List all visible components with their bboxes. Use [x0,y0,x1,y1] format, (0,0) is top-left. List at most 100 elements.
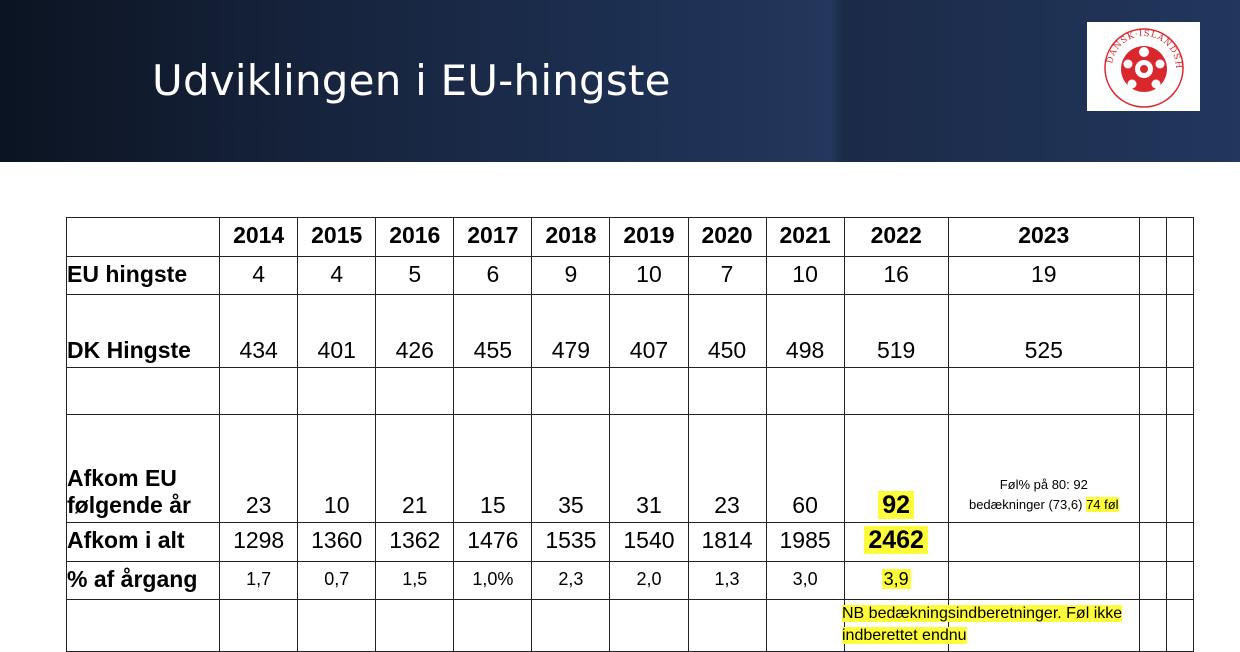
table-cell: 9 [531,256,611,295]
empty-cell [219,367,299,415]
table-cell: 519 [843,294,949,368]
year-header: 2023 [947,217,1140,257]
year-header: 2017 [453,217,533,257]
note-2023-line1: Føl% på 80: 92 [999,477,1088,492]
table-cell: 1362 [375,522,455,562]
empty-cell [65,367,221,415]
table-cell: 16 [843,256,949,295]
row-label: DK Hingste [65,294,221,368]
table-cell: 1360 [297,522,377,562]
empty-cell [1138,414,1167,523]
highlighted-value: 92 [878,491,915,519]
slide-header: Udviklingen i EU-hingste DANSK·ISLANDSHE… [0,0,1240,162]
empty-cell [609,599,689,652]
row-label: % af årgang [65,561,221,600]
table-cell: 1540 [609,522,689,562]
row-label: Afkom EU følgende år [65,414,221,523]
row-label-line: Afkom EU [67,465,177,491]
table-cell: 498 [765,294,845,368]
empty-cell [375,367,455,415]
empty-cell [297,367,377,415]
empty-cell [609,367,689,415]
empty-cell [687,367,767,415]
organization-logo: DANSK·ISLANDSHESTEFORENING [1087,22,1200,111]
table-row-dk-hingste: DK Hingste 434 401 426 455 479 407 450 4… [65,294,1195,368]
row-label-line: følgende år [67,492,191,518]
empty-cell [1165,217,1195,257]
table-cell: 1,5 [375,561,455,600]
year-header: 2021 [765,217,845,257]
empty-cell [1138,217,1167,257]
table-cell: 1,3 [687,561,767,600]
slide-title: Udviklingen i EU-hingste [152,56,671,105]
table-cell: 23 [219,414,299,523]
empty-cell [453,599,533,652]
empty-cell [1165,256,1195,295]
empty-cell [1165,522,1195,562]
row-label: Afkom i alt [65,522,221,562]
table-cell: 4 [297,256,377,295]
empty-cell [65,599,221,652]
table-cell: 525 [947,294,1140,368]
table-row-afkom-alt: Afkom i alt 1298 1360 1362 1476 1535 154… [65,522,1195,562]
table-cell: 10 [609,256,689,295]
note-2023-line2: bedækninger (73,6) [968,497,1083,512]
table-cell: 4 [219,256,299,295]
table-cell: 10 [297,414,377,523]
year-header: 2019 [609,217,689,257]
table-cell: 2,3 [531,561,611,600]
nb-note-text: NB bedækningsindberetninger. Føl ikke in… [842,605,1123,644]
table-cell: 1476 [453,522,533,562]
year-header: 2015 [297,217,377,257]
table-cell: 455 [453,294,533,368]
highlighted-value: 2462 [864,526,928,554]
nb-note: NB bedækningsindberetninger. Føl ikke in… [842,603,1162,647]
highlighted-value: 3,9 [881,568,911,589]
table-cell: 7 [687,256,767,295]
table-cell: 15 [453,414,533,523]
table-cell: 450 [687,294,767,368]
table-cell-highlight: 92 [843,414,949,523]
table-cell: 31 [609,414,689,523]
table-cell: 401 [297,294,377,368]
empty-cell [1138,294,1167,368]
empty-cell [765,367,845,415]
empty-cell [375,599,455,652]
table-cell: 3,0 [765,561,845,600]
empty-cell [947,367,1140,415]
table-cell: 19 [947,256,1140,295]
year-header: 2018 [531,217,611,257]
empty-cell [531,599,611,652]
corner-cell [65,217,221,257]
table-row-eu-hingste: EU hingste 4 4 5 6 9 10 7 10 16 19 [65,256,1195,295]
year-header: 2022 [843,217,949,257]
table-row-afkom-eu: Afkom EU følgende år 23 10 21 15 35 31 2… [65,414,1195,523]
empty-cell [843,367,949,415]
logo-seal-icon: DANSK·ISLANDSHESTEFORENING [1098,24,1184,108]
table-cell: 1,0% [453,561,533,600]
table-cell: 21 [375,414,455,523]
empty-cell [453,367,533,415]
table-cell: 1814 [687,522,767,562]
table-row-blank [65,367,1195,415]
empty-cell [1138,256,1167,295]
empty-cell [1138,367,1167,415]
empty-cell [1165,294,1195,368]
table-cell: 1298 [219,522,299,562]
table-cell: 5 [375,256,455,295]
empty-cell [219,599,299,652]
note-2023: Føl% på 80: 92 bedækninger (73,6) 74 føl [969,475,1119,519]
table-cell: 23 [687,414,767,523]
table-header-row: 2014 2015 2016 2017 2018 2019 2020 2021 … [65,217,1195,257]
table-cell: 35 [531,414,611,523]
table-cell-highlight: 2462 [843,522,949,562]
table-cell: 426 [375,294,455,368]
empty-cell [1165,414,1195,523]
table-cell: 434 [219,294,299,368]
empty-cell [765,599,845,652]
empty-cell [1138,561,1167,600]
note-cell-2023: Føl% på 80: 92 bedækninger (73,6) 74 føl [947,414,1140,523]
table-cell: 1535 [531,522,611,562]
note-2023-highlight: 74 føl [1086,497,1119,512]
empty-cell [1165,599,1195,652]
